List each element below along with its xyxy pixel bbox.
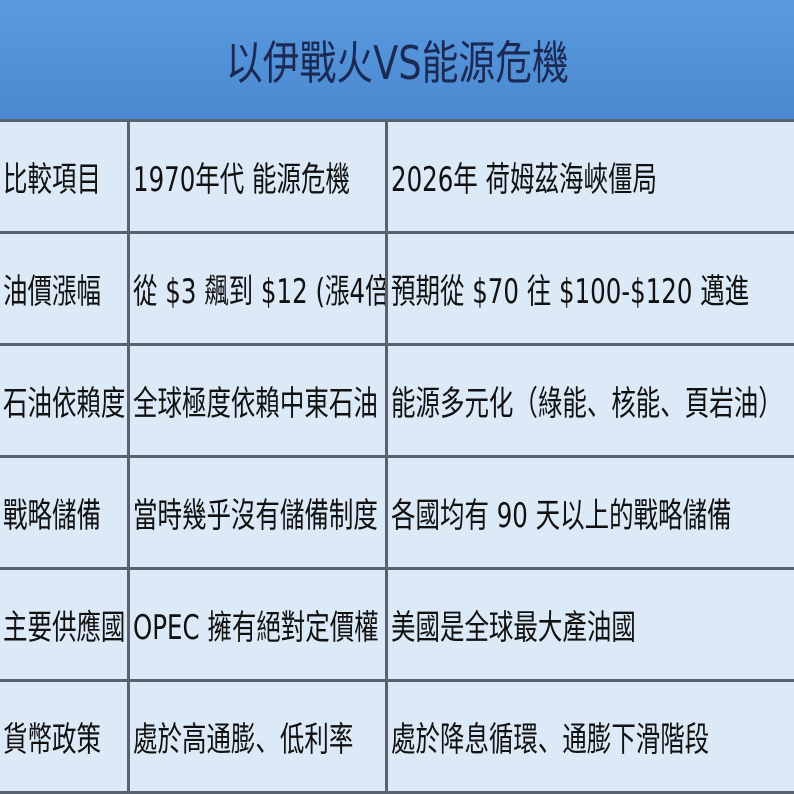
table-cell: 處於降息循環、通膨下滑階段 <box>388 682 794 794</box>
table-cell: 預期從 $70 往 $100-$120 邁進 <box>388 234 794 346</box>
cell-text: 能源多元化（綠能、核能、頁岩油） <box>391 384 783 424</box>
header-text: 1970年代 能源危機 <box>133 160 350 200</box>
table-cell: 從 $3 飆到 $12 (漲4倍) <box>130 234 388 346</box>
cell-text: 處於降息循環、通膨下滑階段 <box>391 720 710 760</box>
title: 以伊戰火VS能源危機 <box>225 35 569 90</box>
cell-text: OPEC 擁有絕對定價權 <box>133 608 379 648</box>
table-cell: 石油依賴度 <box>0 346 130 458</box>
table-cell: 油價漲幅 <box>0 234 130 346</box>
row-label: 貨幣政策 <box>3 720 101 760</box>
table-cell: 1970年代 能源危機 <box>130 122 388 234</box>
table-cell: 美國是全球最大產油國 <box>388 570 794 682</box>
table-cell: OPEC 擁有絕對定價權 <box>130 570 388 682</box>
cell-text: 預期從 $70 往 $100-$120 邁進 <box>391 272 750 312</box>
title-bar: 以伊戰火VS能源危機 <box>0 0 794 122</box>
cell-text: 各國均有 90 天以上的戰略儲備 <box>391 496 732 536</box>
cell-text: 處於高通膨、低利率 <box>133 720 354 760</box>
cell-text: 美國是全球最大產油國 <box>391 608 636 648</box>
row-label: 石油依賴度 <box>3 384 126 424</box>
row-label: 油價漲幅 <box>3 272 101 312</box>
header-text: 2026年 荷姆茲海峽僵局 <box>391 160 657 200</box>
comparison-table: 比較項目 1970年代 能源危機 2026年 荷姆茲海峽僵局油價漲幅從 $3 飆到 … <box>0 122 794 794</box>
row-label: 戰略儲備 <box>3 496 101 536</box>
table-cell: 全球極度依賴中東石油 <box>130 346 388 458</box>
table-cell: 貨幣政策 <box>0 682 130 794</box>
table-cell: 能源多元化（綠能、核能、頁岩油） <box>388 346 794 458</box>
cell-text: 當時幾乎沒有儲備制度 <box>133 496 378 536</box>
table-cell: 比較項目 <box>0 122 130 234</box>
row-label: 主要供應國 <box>3 608 126 648</box>
cell-text: 全球極度依賴中東石油 <box>133 384 378 424</box>
table-cell: 當時幾乎沒有儲備制度 <box>130 458 388 570</box>
table-cell: 主要供應國 <box>0 570 130 682</box>
header-text: 比較項目 <box>3 160 101 200</box>
cell-text: 從 $3 飆到 $12 (漲4倍) <box>133 272 388 312</box>
table-cell: 各國均有 90 天以上的戰略儲備 <box>388 458 794 570</box>
table-cell: 處於高通膨、低利率 <box>130 682 388 794</box>
table-cell: 2026年 荷姆茲海峽僵局 <box>388 122 794 234</box>
table-cell: 戰略儲備 <box>0 458 130 570</box>
